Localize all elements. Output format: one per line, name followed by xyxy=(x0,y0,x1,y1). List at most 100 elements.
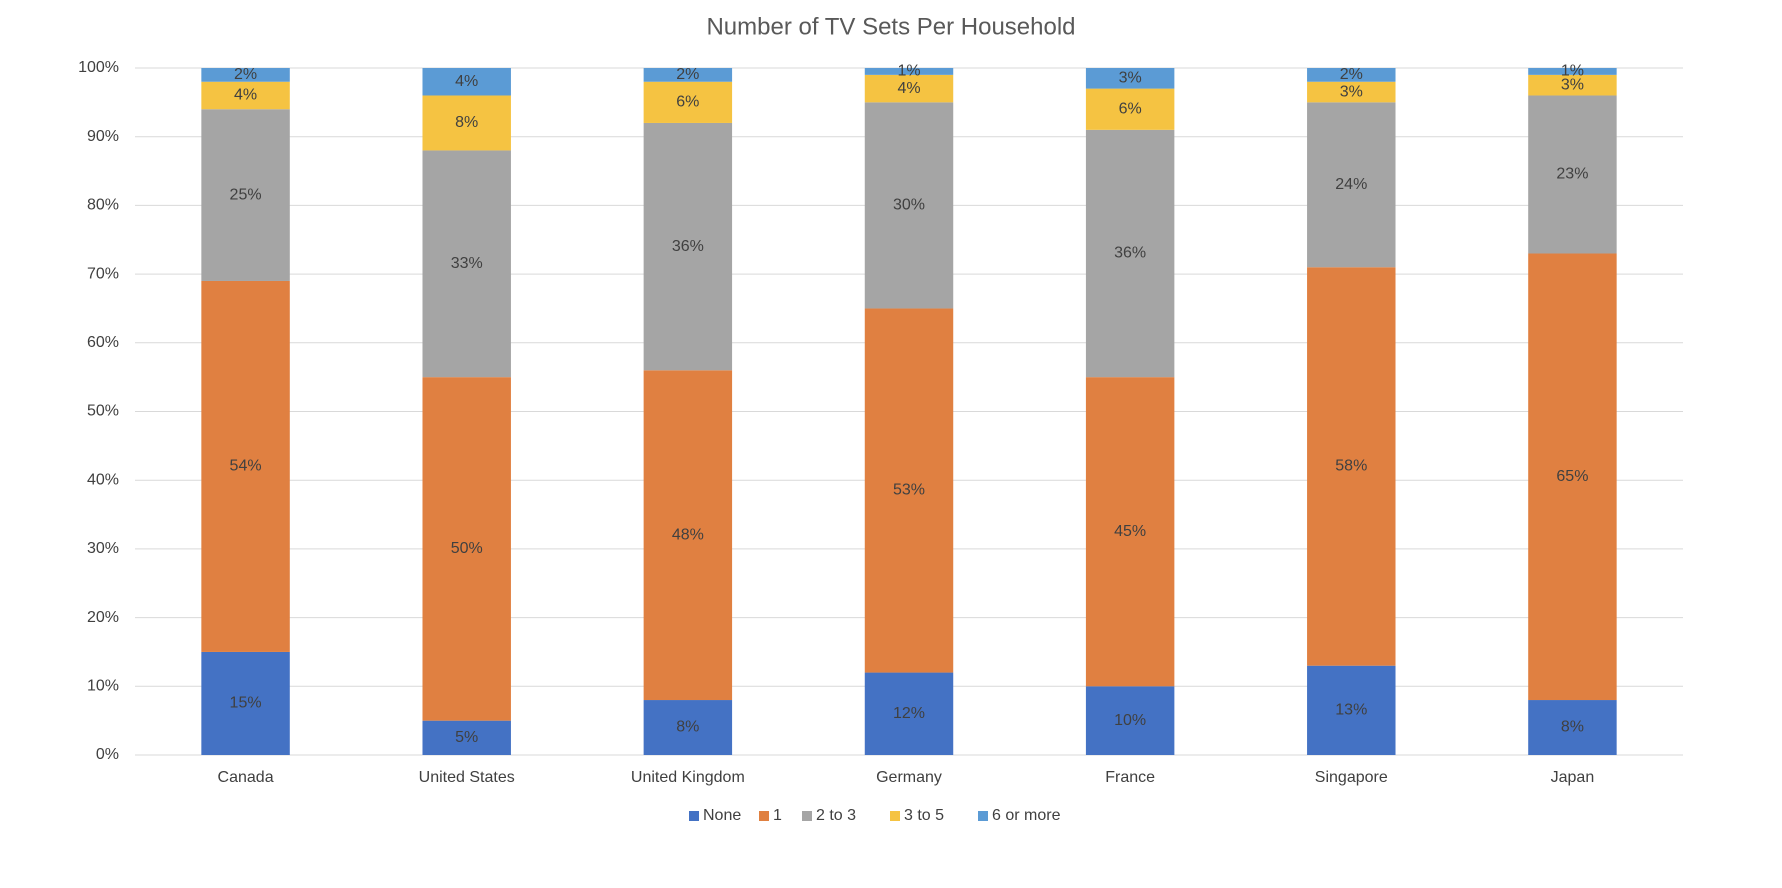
legend-label: 6 or more xyxy=(992,807,1061,824)
data-label: 24% xyxy=(1335,176,1367,193)
y-tick-label: 50% xyxy=(87,403,119,420)
x-tick-label: Germany xyxy=(876,769,942,786)
bar-segment xyxy=(422,68,511,96)
bar-segment xyxy=(201,109,290,281)
data-label: 2% xyxy=(1340,66,1363,83)
bar-segment xyxy=(864,74,954,103)
bar-segment xyxy=(1307,665,1396,755)
data-label: 1% xyxy=(1561,63,1584,80)
chart-title: Number of TV Sets Per Household xyxy=(706,13,1075,40)
y-tick-label: 20% xyxy=(87,609,119,626)
bar-segment xyxy=(201,81,290,110)
bar-segment xyxy=(643,122,733,371)
data-label: 10% xyxy=(1114,712,1146,729)
bar-segment xyxy=(1528,74,1617,96)
x-tick-label: Canada xyxy=(218,769,274,786)
x-tick-label: Singapore xyxy=(1315,769,1388,786)
bar-segment xyxy=(1085,88,1175,130)
data-label: 25% xyxy=(230,186,262,203)
bar-segment xyxy=(422,720,511,755)
data-label: 36% xyxy=(1114,245,1146,262)
y-tick-label: 0% xyxy=(96,746,119,763)
bar-segment xyxy=(864,102,954,309)
data-label: 4% xyxy=(897,80,920,97)
legend-swatch xyxy=(689,811,699,821)
y-tick-label: 40% xyxy=(87,471,119,488)
bar-segment xyxy=(1528,95,1617,254)
data-label: 36% xyxy=(672,238,704,255)
data-label: 4% xyxy=(234,87,257,104)
data-label: 45% xyxy=(1114,523,1146,540)
legend-label: None xyxy=(703,807,741,824)
bar-segment xyxy=(422,377,511,721)
data-label: 4% xyxy=(455,73,478,90)
x-tick-label: United Kingdom xyxy=(631,769,745,786)
data-label: 65% xyxy=(1556,468,1588,485)
bar-segment xyxy=(201,280,290,652)
legend-swatch xyxy=(978,811,988,821)
bar-segment xyxy=(864,308,954,673)
x-tick-label: Japan xyxy=(1551,769,1595,786)
bar-segment xyxy=(1307,81,1396,103)
bar-segment xyxy=(1085,68,1175,89)
bar-segment xyxy=(1528,253,1617,701)
data-label: 30% xyxy=(893,197,925,214)
bar-segment xyxy=(864,672,954,755)
data-label: 2% xyxy=(234,66,257,83)
data-label: 13% xyxy=(1335,702,1367,719)
bar-segment xyxy=(643,700,733,755)
data-label: 3% xyxy=(1340,83,1363,100)
bar-segment xyxy=(643,370,733,701)
x-tick-label: France xyxy=(1105,769,1155,786)
bar-segment xyxy=(643,68,733,82)
bar-segment xyxy=(643,81,733,123)
data-label: 48% xyxy=(672,526,704,543)
legend-label: 3 to 5 xyxy=(904,807,944,824)
data-label: 6% xyxy=(1119,100,1142,117)
bar-segment xyxy=(1528,68,1617,75)
bar-segment xyxy=(422,95,511,151)
x-tick-label: United States xyxy=(419,769,515,786)
data-label: 8% xyxy=(455,114,478,131)
legend-swatch xyxy=(890,811,900,821)
y-tick-label: 90% xyxy=(87,128,119,145)
data-label: 12% xyxy=(893,705,925,722)
data-label: 6% xyxy=(676,94,699,111)
legend-label: 1 xyxy=(773,807,782,824)
bar-segment xyxy=(1085,377,1175,687)
data-label: 54% xyxy=(230,458,262,475)
data-label: 1% xyxy=(897,63,920,80)
data-label: 3% xyxy=(1561,76,1584,93)
bar-segment xyxy=(864,68,954,75)
data-label: 58% xyxy=(1335,458,1367,475)
data-label: 50% xyxy=(451,540,483,557)
data-label: 33% xyxy=(451,255,483,272)
y-tick-label: 70% xyxy=(87,265,119,282)
bar-segment xyxy=(1307,102,1396,268)
y-tick-label: 30% xyxy=(87,540,119,557)
bar-segment xyxy=(1528,700,1617,755)
data-label: 15% xyxy=(230,695,262,712)
y-tick-label: 80% xyxy=(87,197,119,214)
bar-segment xyxy=(201,68,290,82)
data-label: 8% xyxy=(1561,719,1584,736)
legend-swatch xyxy=(802,811,812,821)
data-label: 8% xyxy=(676,719,699,736)
bar-segment xyxy=(1307,68,1396,82)
legend-swatch xyxy=(759,811,769,821)
bar-segment xyxy=(1085,129,1175,378)
legend-label: 2 to 3 xyxy=(816,807,856,824)
y-tick-label: 10% xyxy=(87,678,119,695)
data-label: 53% xyxy=(893,482,925,499)
data-label: 2% xyxy=(676,66,699,83)
data-label: 3% xyxy=(1119,70,1142,87)
bar-segment xyxy=(422,150,511,378)
bar-segment xyxy=(1085,686,1175,755)
data-label: 23% xyxy=(1556,166,1588,183)
y-tick-label: 100% xyxy=(78,59,119,76)
bar-segment xyxy=(1307,267,1396,666)
data-label: 5% xyxy=(455,729,478,746)
y-tick-label: 60% xyxy=(87,334,119,351)
bar-segment xyxy=(201,651,290,755)
